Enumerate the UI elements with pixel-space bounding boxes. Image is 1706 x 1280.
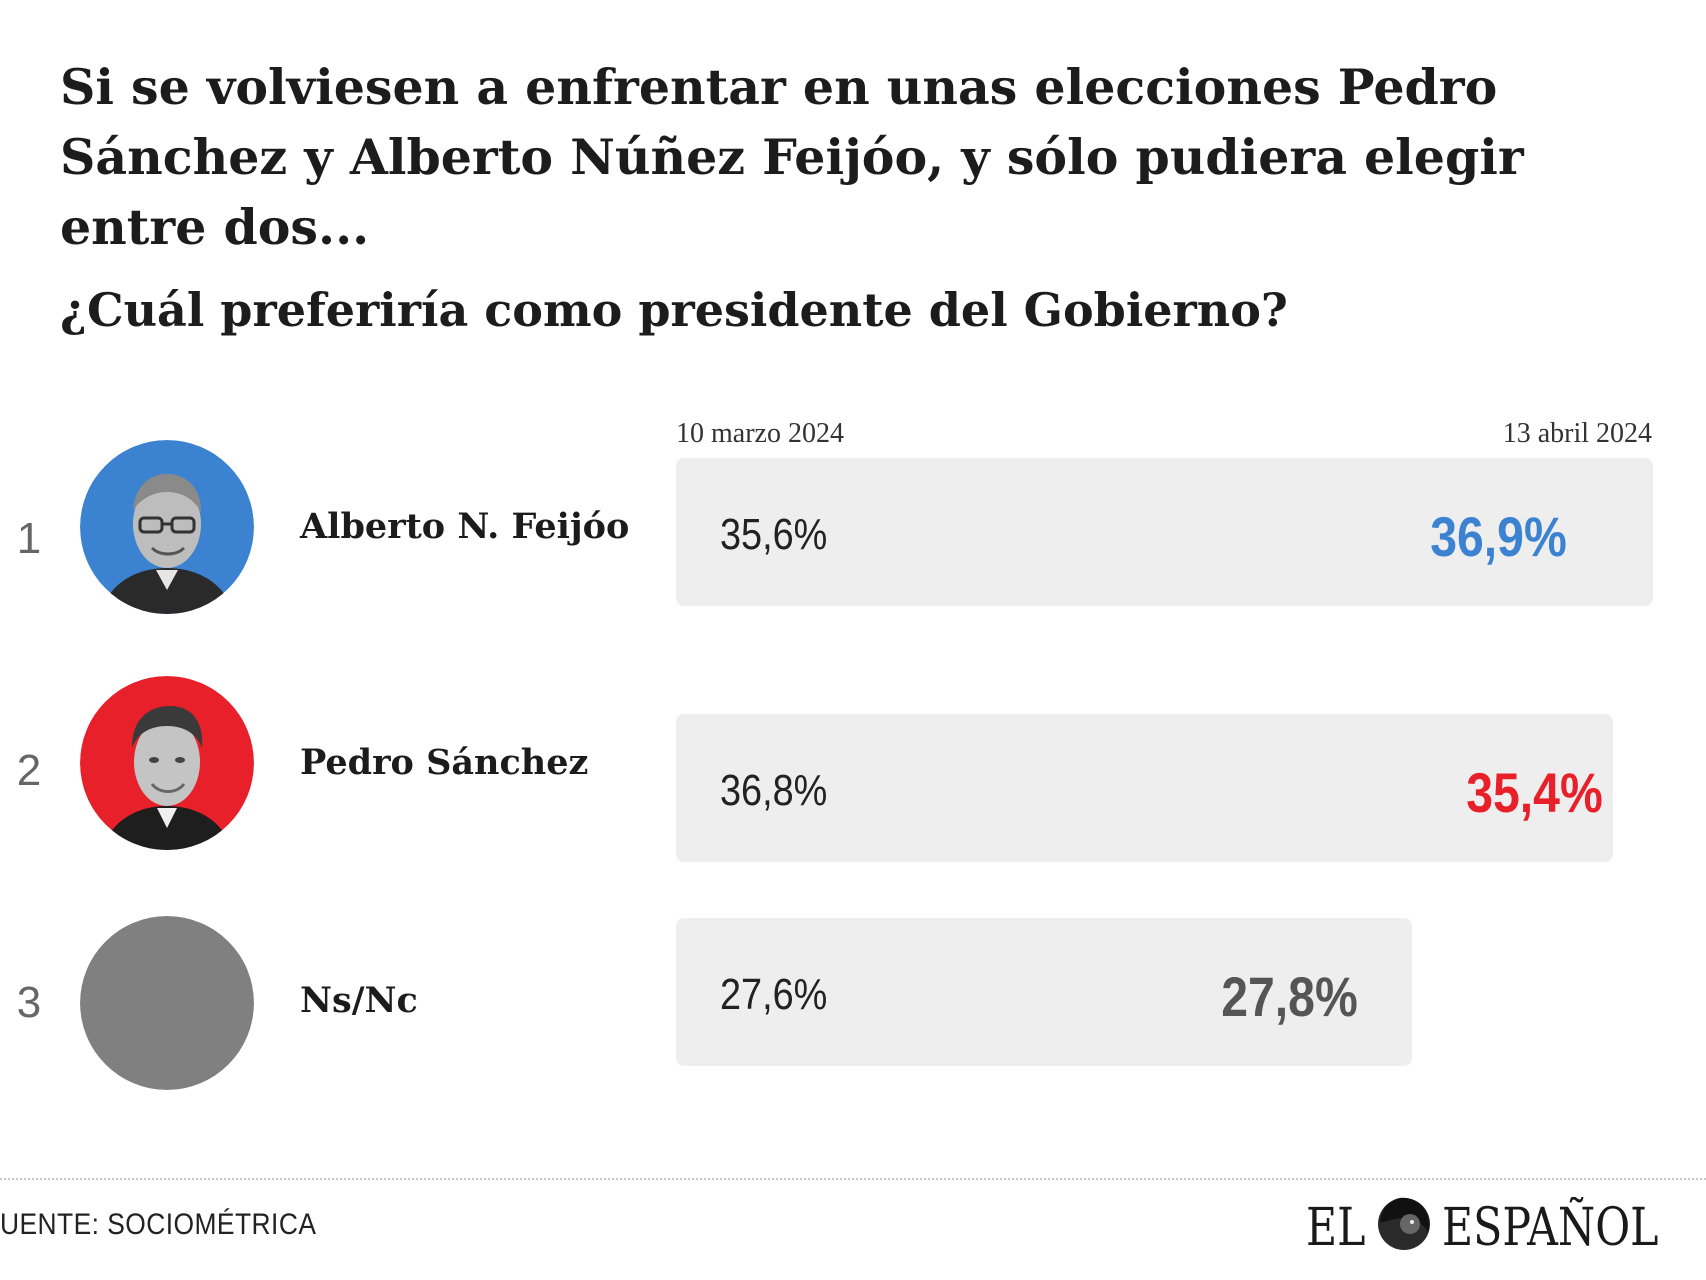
sanchez-value-start: 36,8%: [720, 766, 828, 815]
feijoo-value-start: 35,6%: [720, 510, 828, 559]
source-label: UENTE: SOCIOMÉTRICA: [0, 1208, 317, 1241]
chart-title: Si se volviesen a enfrentar en unas elec…: [60, 58, 1524, 256]
logo-text-right: ESPAÑOL: [1441, 1198, 1659, 1258]
rank-label: 1: [16, 514, 42, 563]
footer-divider: [0, 1178, 1706, 1180]
date-end-label: 13 abril 2024: [1502, 418, 1652, 449]
feijoo-bar: 35,6% 36,9%: [676, 458, 1653, 606]
rank-label: 2: [16, 746, 42, 795]
sanchez-avatar: [80, 676, 254, 850]
nsnc-value-end: 27,8%: [1221, 965, 1358, 1028]
feijoo-value-end: 36,9%: [1430, 505, 1567, 568]
sanchez-name: Pedro Sánchez: [300, 742, 589, 783]
feijoo-name: Alberto N. Feijóo: [300, 506, 630, 547]
nsnc-value-start: 27,6%: [720, 970, 828, 1019]
lion-icon: [1372, 1192, 1436, 1265]
row-sanchez: 2 Pedro Sánchez 36,8% 35,4%: [0, 674, 1706, 862]
nsnc-name: Ns/Nc: [300, 980, 418, 1021]
logo-text-left: EL: [1306, 1198, 1366, 1258]
el-espanol-logo: EL ESPAÑOL: [1293, 1196, 1706, 1260]
chart-subtitle: ¿Cuál preferiría como presidente del Gob…: [60, 283, 1288, 337]
date-start-label: 10 marzo 2024: [676, 418, 844, 449]
rank-label: 3: [16, 978, 42, 1027]
nsnc-avatar: [80, 916, 254, 1090]
row-nsnc: 3 Ns/Nc 27,6% 27,8%: [0, 910, 1706, 1090]
sanchez-bar: 36,8% 35,4%: [676, 714, 1613, 862]
sanchez-value-end: 35,4%: [1466, 761, 1603, 824]
nsnc-bar: 27,6% 27,8%: [676, 918, 1412, 1066]
feijoo-avatar: [80, 440, 254, 614]
row-feijoo: 1 Alberto N. Feijóo 35,6% 36,9%: [0, 436, 1706, 616]
